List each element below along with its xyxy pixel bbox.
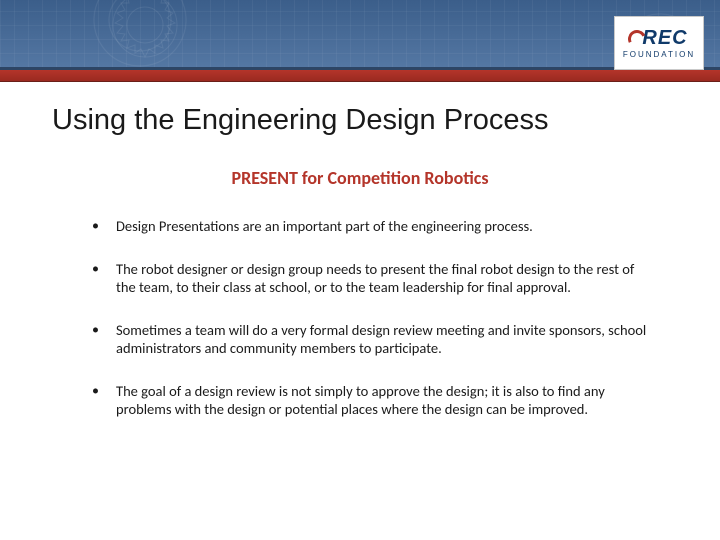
- list-item: Design Presentations are an important pa…: [92, 217, 652, 236]
- page-title: Using the Engineering Design Process: [52, 104, 720, 137]
- logo-main: REC: [630, 28, 687, 48]
- list-item: The robot designer or design group needs…: [92, 260, 652, 297]
- list-item: Sometimes a team will do a very formal d…: [92, 321, 652, 358]
- gear-decor-left: [95, 0, 195, 75]
- bullet-list: Design Presentations are an important pa…: [92, 217, 652, 419]
- header-stripe: [0, 69, 720, 82]
- list-item: The goal of a design review is not simpl…: [92, 382, 652, 419]
- logo-sub: FOUNDATION: [623, 50, 695, 59]
- logo: REC FOUNDATION: [614, 16, 704, 70]
- subtitle: PRESENT for Competition Robotics: [0, 167, 720, 189]
- bullet-content: Design Presentations are an important pa…: [92, 217, 652, 419]
- header-banner: REC FOUNDATION: [0, 0, 720, 82]
